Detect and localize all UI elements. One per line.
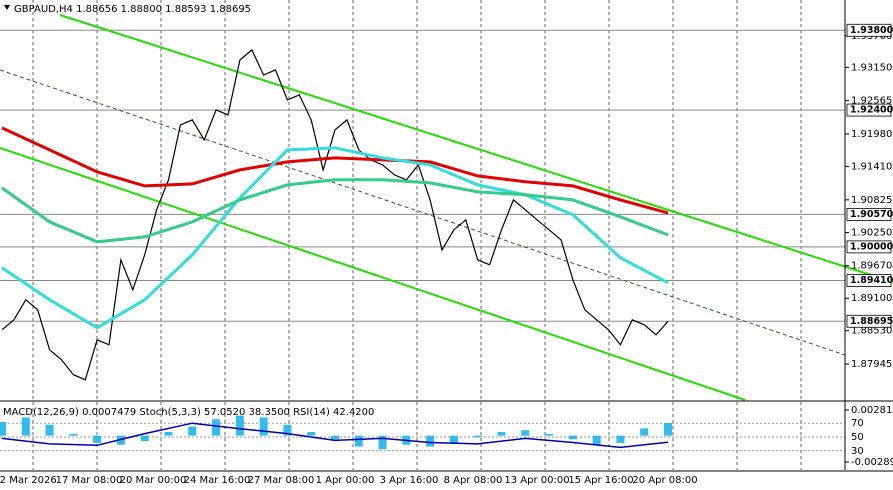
macd-bar — [497, 432, 506, 436]
price-level-box — [846, 240, 892, 254]
x-tick-label: 1 Apr 00:00 — [316, 475, 375, 486]
macd-bar — [69, 433, 78, 436]
indicator-title: MACD(12,26,9) 0.0007479 Stoch(5,3,3) 57.… — [3, 407, 374, 418]
price-level-label: 1.92400 — [850, 105, 893, 116]
symbol-icon — [4, 5, 10, 10]
trend-channel-lower — [0, 147, 746, 401]
macd-bar — [93, 435, 102, 443]
macd-bar — [354, 435, 363, 447]
macd-bar — [283, 424, 292, 436]
x-tick-label: 20 Mar 00:00 — [120, 475, 187, 486]
moving-average — [1, 178, 669, 244]
price-level-box — [846, 207, 892, 221]
price-level-box — [846, 314, 892, 328]
price-level-label: 1.88695 — [850, 316, 893, 327]
macd-bar — [521, 430, 530, 436]
y-tick-label: 1.91980 — [851, 129, 892, 140]
y-tick-label: 1.93150 — [851, 62, 892, 73]
x-tick-label: 12 Mar 2026 — [0, 475, 57, 486]
price-line — [1, 48, 669, 381]
macd-bar — [21, 417, 30, 436]
macd-bar — [545, 433, 554, 436]
x-tick-label: 15 Apr 16:00 — [568, 475, 633, 486]
chart-title: GBPAUD,H4 1.88656 1.88800 1.88593 1.8869… — [14, 4, 251, 15]
macd-bar — [188, 426, 197, 436]
price-level-label: 1.90000 — [850, 241, 893, 252]
x-tick-label: 3 Apr 16:00 — [380, 475, 439, 486]
macd-bar — [473, 435, 482, 438]
price-level-box — [846, 274, 892, 287]
x-tick-label: 8 Apr 08:00 — [444, 475, 503, 486]
y-tick-label: 1.91410 — [851, 162, 892, 173]
macd-bar — [592, 435, 601, 445]
macd-bar — [164, 432, 173, 436]
x-tick-label: 20 Apr 08:00 — [632, 475, 697, 486]
y-tick-label: 1.87945 — [851, 359, 892, 370]
y-tick-label: 1.88530 — [851, 326, 892, 337]
macd-bar — [0, 421, 6, 436]
price-level-label: 1.89410 — [850, 275, 893, 286]
rsi-line — [1, 422, 669, 449]
x-tick-label: 27 Mar 08:00 — [248, 475, 315, 486]
macd-bar — [640, 428, 649, 436]
macd-tick-label: -0.002895 — [851, 457, 893, 468]
macd-bar — [140, 435, 149, 442]
plot — [0, 48, 672, 450]
trend-channel-mid — [0, 69, 846, 356]
y-tick-label: 1.92565 — [851, 96, 892, 107]
macd-bar — [378, 435, 387, 450]
price-level-box — [846, 23, 892, 37]
macd-bar — [307, 432, 316, 436]
price-level-label: 1.93800 — [850, 25, 893, 36]
macd-bar — [235, 415, 244, 436]
x-tick-label: 24 Mar 16:00 — [184, 475, 251, 486]
price-level-label: 1.90570 — [850, 209, 893, 220]
macd-tick-label: 0.0028166 — [851, 405, 893, 416]
x-tick-label: 17 Mar 08:00 — [56, 475, 123, 486]
y-tick-label: 1.90825 — [851, 195, 892, 206]
osc-tick-label: 70 — [851, 418, 864, 429]
macd-bar — [45, 424, 54, 436]
macd-bar — [259, 417, 268, 436]
osc-tick-label: 50 — [851, 432, 864, 443]
x-tick-label: 13 Apr 00:00 — [504, 475, 569, 486]
y-tick-label: 1.89670 — [851, 261, 892, 272]
macd-bar — [331, 435, 339, 440]
y-tick-label: 1.90250 — [851, 228, 892, 239]
macd-bar — [568, 435, 577, 440]
macd-bar — [426, 435, 435, 447]
osc-tick-label: 30 — [851, 446, 864, 457]
trend-channel-upper — [59, 14, 893, 283]
macd-bar — [212, 419, 221, 436]
moving-average — [1, 126, 669, 215]
moving-average — [1, 146, 669, 330]
macd-bar — [664, 422, 672, 436]
macd-bar — [616, 435, 625, 443]
price-level-box — [846, 103, 892, 117]
y-tick-label: 1.89100 — [851, 293, 892, 304]
macd-bar — [449, 435, 458, 443]
